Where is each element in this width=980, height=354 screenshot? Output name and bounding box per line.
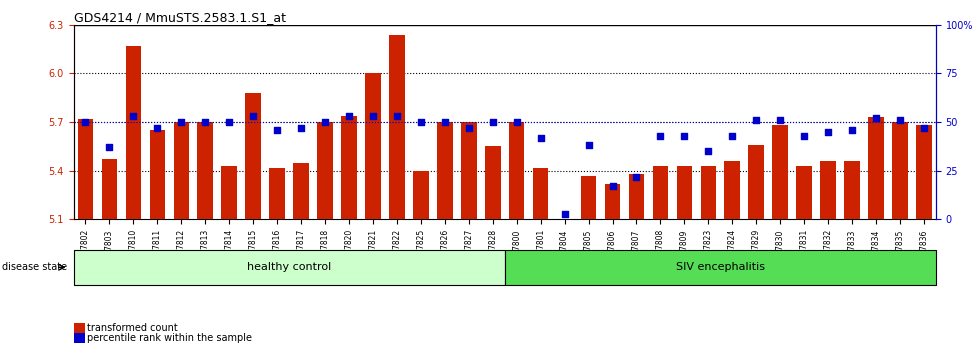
Bar [533,167,549,219]
Point [820,129,836,135]
Bar [820,161,836,219]
Bar [485,147,501,219]
Point [749,118,764,123]
Point [413,119,428,125]
Bar [653,166,668,219]
Bar [318,122,333,219]
Point [581,143,597,148]
Text: disease state: disease state [2,262,67,272]
Point [868,115,884,121]
Bar [221,166,237,219]
Bar [772,125,788,219]
Point [221,119,237,125]
Bar [77,119,93,219]
Bar [461,122,476,219]
Text: healthy control: healthy control [247,262,331,272]
Point [533,135,549,141]
Bar [701,166,716,219]
Point [366,113,381,119]
Point [102,144,118,150]
Bar [74,250,505,285]
Bar [245,93,261,219]
Point [557,211,572,216]
Bar [916,125,932,219]
Point [197,119,213,125]
Bar [270,167,285,219]
Bar [581,176,596,219]
Bar [605,184,620,219]
Bar [293,163,309,219]
Bar [509,122,524,219]
Point [916,125,932,131]
Text: percentile rank within the sample: percentile rank within the sample [87,333,252,343]
Bar [505,250,936,285]
Bar [366,73,380,219]
Point [724,133,740,138]
Point [892,118,907,123]
Bar [892,122,907,219]
Point [245,113,261,119]
Point [437,119,453,125]
Point [701,149,716,154]
Point [797,133,812,138]
Bar [797,166,811,219]
Bar [844,161,859,219]
Point [173,119,189,125]
Text: SIV encephalitis: SIV encephalitis [676,262,764,272]
Point [150,125,166,131]
Point [293,125,309,131]
Point [389,113,405,119]
Point [461,125,476,131]
Bar [197,122,213,219]
Bar [749,145,764,219]
Bar [150,130,165,219]
Bar [676,166,692,219]
Point [772,118,788,123]
Point [844,127,859,133]
Point [676,133,692,138]
Text: transformed count: transformed count [87,323,178,333]
Point [77,119,93,125]
Point [509,119,524,125]
Point [270,127,285,133]
Bar [341,116,357,219]
Point [653,133,668,138]
Bar [102,159,118,219]
Bar [724,161,740,219]
Bar [868,117,884,219]
Point [605,183,620,189]
Point [318,119,333,125]
Bar [628,174,644,219]
Bar [437,122,453,219]
Point [341,113,357,119]
Bar [413,171,428,219]
Bar [389,34,405,219]
Point [485,119,501,125]
Bar [125,46,141,219]
Text: GDS4214 / MmuSTS.2583.1.S1_at: GDS4214 / MmuSTS.2583.1.S1_at [74,11,285,24]
Bar [173,122,189,219]
Point [628,174,644,179]
Point [125,113,141,119]
